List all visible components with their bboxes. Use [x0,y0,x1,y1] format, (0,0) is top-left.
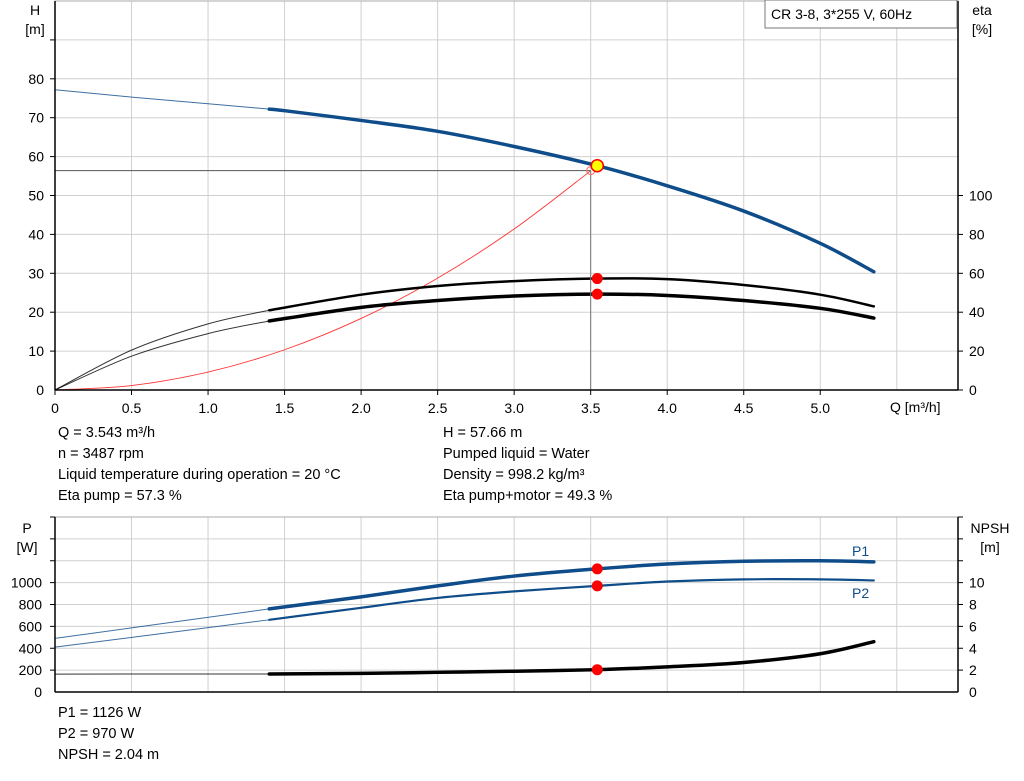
p-axis-unit: [W] [17,539,38,555]
info-pumped-liquid: Pumped liquid = Water [443,446,590,462]
p1-curve-label: P1 [852,543,869,559]
duty-point-marker [590,158,605,173]
q-axis-label: Q [m³/h] [890,399,941,415]
p2-curve [268,578,875,621]
h-axis-name: H [30,2,40,18]
npsh-tick-label: 4 [969,640,977,656]
p-tick-label: 200 [19,662,43,678]
h-tick-label: 20 [28,304,44,320]
npsh-axis-unit: [m] [980,539,999,555]
eta-axis-name: eta [972,2,992,18]
npsh-tick-label: 6 [969,618,977,634]
x-tick-label: 1.0 [198,400,218,416]
p1-marker [591,563,603,575]
eta-tick-label: 40 [969,304,985,320]
eta-pump-motor-curve [267,292,876,323]
p-tick-label: 400 [19,640,43,656]
eta-pump-curve-thin [54,309,270,391]
info-eta-pump-motor: Eta pump+motor = 49.3 % [443,488,613,504]
x-tick-label: 4.0 [657,400,677,416]
x-tick-label: 4.5 [734,400,754,416]
h-tick-label: 10 [28,343,44,359]
eta-pump-motor-curve-thin [54,320,270,391]
h-tick-label: 50 [28,188,44,204]
top-grid [54,0,959,391]
info-npsh: NPSH = 2.04 m [58,747,160,763]
p2-curve-thin [54,619,270,648]
info-eta-pump: Eta pump = 57.3 % [58,488,182,504]
p1-curve [267,558,876,611]
eta-axis-unit: [%] [972,21,992,37]
h-tick-label: 70 [28,110,44,126]
x-tick-label: 3.0 [504,400,524,416]
h-axis-unit: [m] [25,21,44,37]
h-tick-label: 0 [36,382,44,398]
head-curve-thin [54,89,270,110]
axes: 0 0.5 1.0 1.5 2.0 2.5 3.0 3.5 4.0 4.5 5.0010203040… [11,1,993,700]
x-tick-label: 2.0 [351,400,371,416]
eta-tick-label: 80 [969,226,985,242]
info-head: H = 57.66 m [443,425,523,441]
curves [54,89,876,676]
npsh-marker [591,664,603,676]
x-tick-label: 5.0 [811,400,831,416]
npsh-curve [267,639,876,676]
info-p2: P2 = 970 W [58,726,135,742]
x-tick-label: 2.5 [428,400,448,416]
h-tick-label: 60 [28,149,44,165]
h-tick-label: 30 [28,265,44,281]
npsh-tick-label: 8 [969,597,977,613]
p-tick-label: 0 [34,684,42,700]
x-tick-label: 0.5 [122,400,142,416]
eta-pump-marker [591,273,603,285]
x-tick-label: 1.5 [275,400,295,416]
info-density: Density = 998.2 kg/m³ [443,467,585,483]
h-tick-label: 80 [28,71,44,87]
eta-tick-label: 20 [969,343,985,359]
npsh-tick-label: 0 [969,684,977,700]
info-p1: P1 = 1126 W [58,705,142,721]
info-liquid-temp: Liquid temperature during operation = 20… [58,467,341,483]
p-tick-label: 600 [19,618,43,634]
eta-tick-label: 60 [969,265,985,281]
p-tick-label: 800 [19,597,43,613]
info-speed: n = 3487 rpm [58,446,144,462]
npsh-tick-label: 10 [969,575,985,591]
npsh-axis-name: NPSH [971,520,1010,536]
system-curve [54,170,591,391]
info-q: Q = 3.543 m³/h [58,425,156,441]
p-axis-name: P [22,520,31,536]
x-tick-label: 0 [51,400,59,416]
npsh-tick-label: 2 [969,662,977,678]
legend-box [764,0,958,29]
head-curve [267,107,876,274]
x-tick-label: 3.5 [581,400,601,416]
eta-tick-label: 100 [969,188,993,204]
bottom-grid [54,516,959,693]
h-tick-label: 40 [28,226,44,242]
eta-tick-label: 0 [969,382,977,398]
p1-curve-thin [54,608,270,639]
p-tick-label: 1000 [11,575,42,591]
legend-box-text: CR 3-8, 3*255 V, 60Hz [771,6,912,22]
p2-curve-label: P2 [852,585,869,601]
p2-marker [591,580,603,592]
eta-pump-motor-marker [591,288,603,300]
